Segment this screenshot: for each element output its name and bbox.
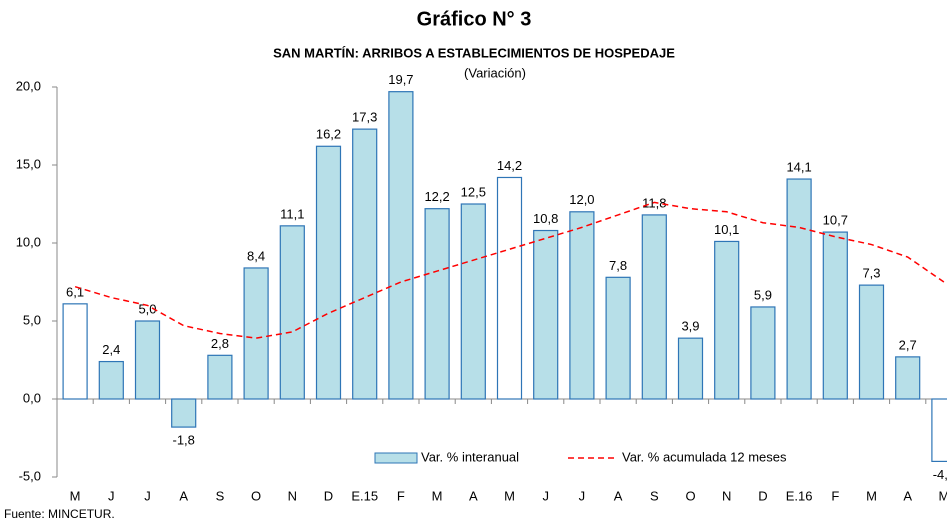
value-label: 10,7	[823, 213, 848, 228]
bar	[315, 145, 342, 400]
bar	[822, 231, 848, 400]
line	[74, 201, 945, 339]
x-tick-label: M	[70, 488, 81, 503]
x-tick-label: N	[288, 488, 297, 503]
x-tick-label: M	[866, 488, 877, 503]
y-tick-label: 15,0	[16, 156, 41, 171]
bar	[605, 276, 631, 400]
legend-label: Var. % acumulada 12 meses	[622, 449, 787, 464]
bar	[858, 284, 885, 400]
x-tick-label: E.15	[351, 488, 378, 503]
x-tick-label: J	[579, 488, 586, 503]
value-label: 6,1	[66, 284, 84, 299]
value-label: 11,1	[280, 206, 304, 221]
value-label: 16,2	[316, 127, 341, 142]
y-tick-label: 5,0	[23, 312, 41, 327]
value-label: 2,8	[211, 336, 229, 351]
bar	[279, 225, 305, 400]
x-tick-label: F	[831, 488, 839, 503]
y-tick-label: 0,0	[23, 390, 41, 405]
bar	[714, 240, 740, 400]
x-tick-label: M	[938, 488, 947, 503]
value-label: -1,8	[172, 433, 194, 448]
value-label: 19,7	[388, 72, 413, 87]
chart-subtitle: SAN MARTÍN: ARRIBOS A ESTABLECIMIENTOS D…	[273, 45, 675, 60]
value-label: 5,9	[754, 287, 772, 302]
y-tick-label: 20,0	[16, 78, 41, 93]
x-tick-label: S	[216, 488, 225, 503]
bar	[533, 229, 559, 400]
value-label: 14,1	[786, 159, 811, 174]
x-tick-label: A	[903, 488, 912, 503]
x-tick-label: O	[685, 488, 695, 503]
bar	[677, 337, 704, 400]
value-label: 7,3	[862, 266, 880, 281]
value-label: 12,2	[424, 189, 449, 204]
legend-label: Var. % interanual	[421, 449, 519, 464]
x-tick-label: M	[504, 488, 515, 503]
value-label: 3,9	[681, 319, 699, 334]
y-tick-label: 10,0	[16, 234, 41, 249]
x-tick-label: J	[542, 488, 549, 503]
value-label: 2,7	[899, 337, 917, 352]
x-tick-label: J	[144, 488, 151, 503]
source: Fuente: MINCETUR.	[4, 507, 115, 521]
bar	[171, 398, 197, 428]
x-tick-label: M	[432, 488, 443, 503]
value-label: 14,2	[497, 158, 522, 173]
bar	[460, 203, 486, 400]
legend-swatch	[374, 452, 418, 464]
bar	[931, 398, 947, 463]
y-tick-label: -5,0	[19, 468, 41, 483]
bar	[569, 211, 595, 400]
value-label: 2,4	[102, 342, 120, 357]
x-tick-label: D	[758, 488, 767, 503]
value-label: 10,1	[714, 222, 739, 237]
chart-note: (Variación)	[464, 65, 526, 80]
value-label: 8,4	[247, 248, 265, 263]
x-tick-label: F	[397, 488, 405, 503]
bar	[352, 128, 378, 400]
bar	[786, 178, 812, 400]
value-label: 10,8	[533, 211, 558, 226]
bar	[496, 176, 523, 400]
x-tick-label: J	[108, 488, 115, 503]
bar	[424, 208, 450, 400]
bar	[750, 306, 776, 400]
value-label: 12,0	[569, 192, 594, 207]
bar	[243, 267, 269, 400]
bar	[388, 91, 414, 400]
value-label: 7,8	[609, 258, 627, 273]
bar	[895, 356, 921, 400]
x-tick-label: D	[324, 488, 333, 503]
x-tick-label: N	[722, 488, 731, 503]
chart-title: Gráfico N° 3	[417, 8, 532, 30]
x-tick-label: E.16	[786, 488, 813, 503]
x-tick-label: A	[614, 488, 623, 503]
x-tick-label: A	[469, 488, 478, 503]
bar	[207, 354, 233, 400]
value-label: 12,5	[461, 184, 486, 199]
bar	[98, 360, 124, 400]
bar	[641, 214, 667, 400]
value-label: -4,0	[933, 467, 947, 482]
x-tick-label: S	[650, 488, 659, 503]
bar	[62, 303, 88, 400]
x-tick-label: A	[179, 488, 188, 503]
bar	[134, 320, 161, 400]
value-label: 17,3	[352, 110, 377, 125]
x-tick-label: O	[251, 488, 261, 503]
